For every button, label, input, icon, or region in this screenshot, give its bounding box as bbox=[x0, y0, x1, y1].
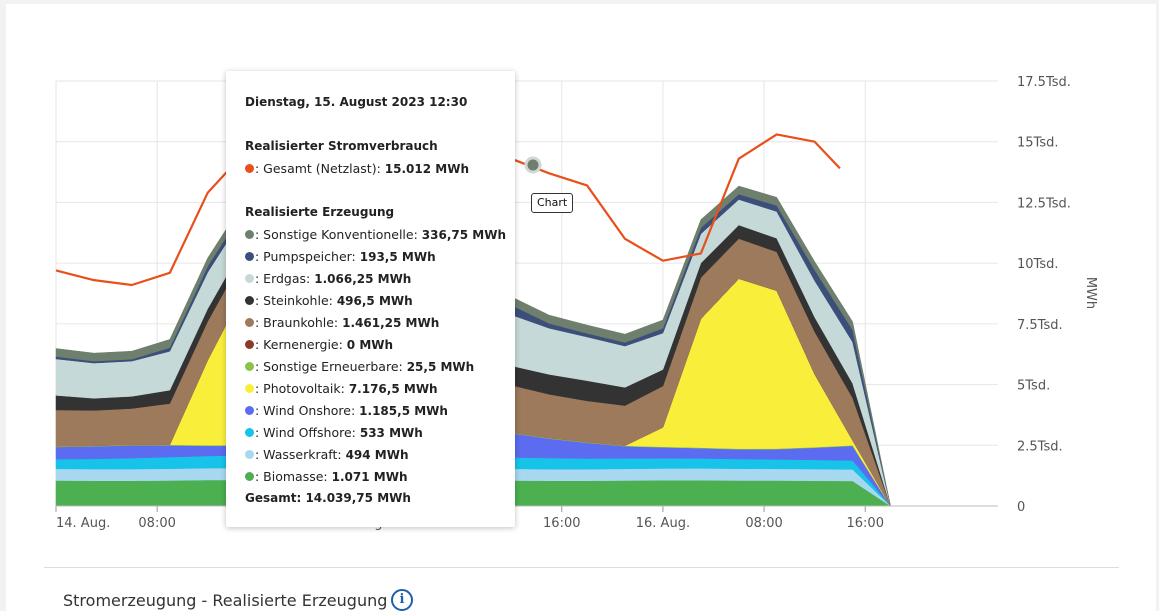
tooltip-value: 1.071 MWh bbox=[331, 470, 408, 484]
tooltip-row: : Erdgas: 1.066,25 MWh bbox=[245, 271, 411, 286]
hover-marker bbox=[524, 156, 542, 174]
legend-dot bbox=[245, 274, 254, 283]
tooltip-value: 1.461,25 MWh bbox=[342, 316, 440, 330]
tooltip-value: 193,5 MWh bbox=[359, 250, 436, 264]
info-icon[interactable]: i bbox=[391, 589, 413, 611]
y-tick-label: 17.5Tsd. bbox=[1017, 75, 1071, 90]
legend-dot bbox=[245, 472, 254, 481]
section-title: Stromerzeugung - Realisierte Erzeugung bbox=[63, 591, 388, 610]
tooltip-row: : Braunkohle: 1.461,25 MWh bbox=[245, 315, 439, 330]
x-tick-label: 14. Aug. bbox=[56, 516, 110, 531]
consumption-value: 15.012 MWh bbox=[384, 162, 469, 176]
tooltip-label: : Sonstige Konventionelle: bbox=[255, 227, 422, 242]
tooltip-label: : Braunkohle: bbox=[255, 315, 343, 330]
consumption-row: : Gesamt (Netzlast): 15.012 MWh bbox=[245, 161, 469, 176]
legend-dot bbox=[245, 406, 254, 415]
tooltip-row: : Steinkohle: 496,5 MWh bbox=[245, 293, 413, 308]
tooltip-row: : Sonstige Konventionelle: 336,75 MWh bbox=[245, 227, 506, 242]
generation-total: Gesamt: 14.039,75 MWh bbox=[245, 491, 411, 505]
legend-dot bbox=[245, 428, 254, 437]
consumption-dot bbox=[245, 164, 254, 173]
tooltip-row: : Sonstige Erneuerbare: 25,5 MWh bbox=[245, 359, 474, 374]
tooltip-row: : Wind Onshore: 1.185,5 MWh bbox=[245, 403, 448, 418]
tooltip-row: : Pumpspeicher: 193,5 MWh bbox=[245, 249, 436, 264]
tooltip-value: 533 MWh bbox=[359, 426, 423, 440]
consumption-heading: Realisierter Stromverbrauch bbox=[245, 139, 438, 153]
x-tick-label: 08:00 bbox=[138, 516, 175, 531]
tooltip-label: : Photovoltaik: bbox=[255, 381, 349, 396]
tooltip-label: : Wasserkraft: bbox=[255, 447, 346, 462]
tooltip-label: : Sonstige Erneuerbare: bbox=[255, 359, 407, 374]
tooltip-label: : Steinkohle: bbox=[255, 293, 337, 308]
legend-dot bbox=[245, 252, 254, 261]
divider bbox=[44, 567, 1119, 568]
y-tick-label: 15Tsd. bbox=[1017, 136, 1059, 151]
legend-dot bbox=[245, 230, 254, 239]
tooltip-label: : Kernenergie: bbox=[255, 337, 347, 352]
legend-dot bbox=[245, 296, 254, 305]
tooltip-label: : Wind Offshore: bbox=[255, 425, 360, 440]
y-tick-label: 2.5Tsd. bbox=[1017, 439, 1063, 454]
y-axis: 0 2.5Tsd. 5Tsd. 7.5Tsd. 10Tsd. 12.5Tsd. 15Tsd.… bbox=[1017, 75, 1071, 515]
x-tick-label: 16. Aug. bbox=[636, 516, 690, 531]
tooltip-title: Dienstag, 15. August 2023 12:30 bbox=[245, 95, 468, 109]
legend-dot bbox=[245, 318, 254, 327]
y-tick-label: 5Tsd. bbox=[1017, 379, 1050, 394]
tooltip: Dienstag, 15. August 2023 12:30 Realisie… bbox=[226, 71, 515, 527]
x-tick-label: 16:00 bbox=[847, 516, 884, 531]
tooltip-label: : Pumpspeicher: bbox=[255, 249, 360, 264]
tooltip-row: : Kernenergie: 0 MWh bbox=[245, 337, 393, 352]
y-axis-label: MWh bbox=[1083, 277, 1098, 309]
tooltip-row: : Wind Offshore: 533 MWh bbox=[245, 425, 423, 440]
y-tick-label: 0 bbox=[1017, 500, 1025, 515]
tooltip-value: 7.176,5 MWh bbox=[348, 382, 438, 396]
tooltip-row: : Wasserkraft: 494 MWh bbox=[245, 447, 409, 462]
tooltip-row: : Photovoltaik: 7.176,5 MWh bbox=[245, 381, 438, 396]
tooltip-value: 0 MWh bbox=[346, 338, 394, 352]
tooltip-value: 494 MWh bbox=[345, 448, 409, 462]
tooltip-value: 25,5 MWh bbox=[406, 360, 475, 374]
generation-heading: Realisierte Erzeugung bbox=[245, 205, 395, 219]
legend-dot bbox=[245, 362, 254, 371]
tooltip-label: : Wind Onshore: bbox=[255, 403, 360, 418]
legend-dot bbox=[245, 450, 254, 459]
x-tick-label: 08:00 bbox=[745, 516, 782, 531]
y-tick-label: 10Tsd. bbox=[1017, 257, 1059, 272]
hover-chip: Chart bbox=[531, 193, 574, 213]
tooltip-value: 1.185,5 MWh bbox=[359, 404, 448, 418]
tooltip-value: 1.066,25 MWh bbox=[314, 272, 412, 286]
consumption-label: : Gesamt (Netzlast): bbox=[255, 161, 385, 176]
y-tick-label: 12.5Tsd. bbox=[1017, 196, 1071, 211]
legend-dot bbox=[245, 340, 254, 349]
tooltip-label: : Biomasse: bbox=[255, 469, 332, 484]
tooltip-value: 336,75 MWh bbox=[421, 228, 507, 242]
legend-dot bbox=[245, 384, 254, 393]
tooltip-row: : Biomasse: 1.071 MWh bbox=[245, 469, 407, 484]
tooltip-value: 496,5 MWh bbox=[336, 294, 413, 308]
y-tick-label: 7.5Tsd. bbox=[1017, 318, 1063, 333]
tooltip-label: : Erdgas: bbox=[255, 271, 315, 286]
x-tick-label: 16:00 bbox=[543, 516, 580, 531]
